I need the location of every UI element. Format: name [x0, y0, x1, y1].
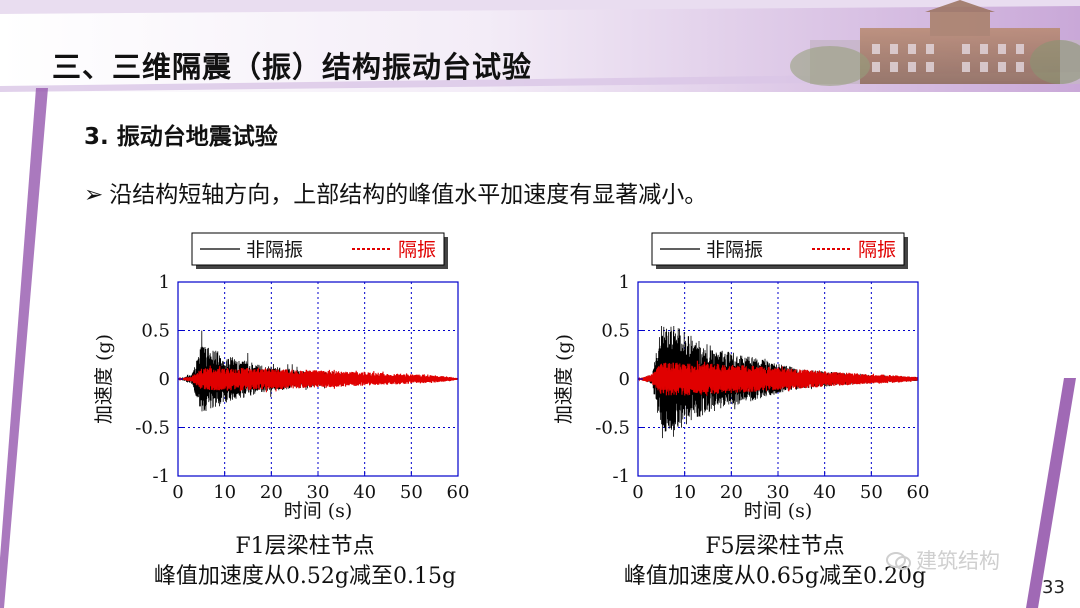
y-tick-label: -1	[612, 466, 630, 487]
chart-legend: 非隔振 隔振	[651, 232, 908, 269]
x-tick-label: 30	[307, 482, 330, 503]
y-tick-label: -0.5	[135, 418, 170, 439]
x-tick-label: 0	[632, 482, 643, 503]
y-tick-label: 0	[159, 369, 170, 390]
caption-f1-line2: 峰值加速度从0.52g减至0.15g	[153, 564, 457, 589]
x-axis-label: 时间 (s)	[744, 500, 813, 522]
bullet-point: ➢ 沿结构短轴方向，上部结构的峰值水平加速度有显著减小。	[84, 175, 707, 209]
x-tick-label: 40	[353, 482, 376, 503]
x-tick-label: 50	[400, 482, 423, 503]
arrow-bullet-icon: ➢	[84, 182, 104, 208]
banner-graphic	[0, 0, 1080, 92]
x-tick-label: 60	[447, 482, 470, 503]
page-number: 33	[1042, 577, 1065, 598]
right-accent-stripe	[1026, 378, 1076, 608]
x-tick-label: 60	[907, 482, 930, 503]
y-axis-label: 加速度 (g)	[93, 334, 115, 424]
y-tick-label: 1	[619, 272, 630, 293]
y-axis-label: 加速度 (g)	[553, 334, 575, 424]
y-tick-label: 0	[619, 369, 630, 390]
wechat-icon	[886, 551, 912, 571]
watermark-text: 建筑结构	[916, 549, 1000, 573]
x-tick-label: 10	[673, 482, 696, 503]
legend-label-series2: 隔振	[398, 239, 436, 261]
x-tick-label: 20	[260, 482, 283, 503]
series-line-isolated	[177, 365, 459, 393]
chart-legend: 非隔振 隔振	[191, 232, 448, 269]
bullet-text: 沿结构短轴方向，上部结构的峰值水平加速度有显著减小。	[109, 182, 708, 208]
left-accent-stripe	[0, 88, 48, 608]
y-tick-label: 0.5	[601, 321, 630, 342]
x-tick-label: 30	[767, 482, 790, 503]
x-axis-label: 时间 (s)	[284, 500, 353, 522]
y-tick-label: 0.5	[141, 321, 170, 342]
page-title: 三、三维隔震（振）结构振动台试验	[52, 50, 533, 84]
caption-f5-line2: 峰值加速度从0.65g减至0.20g	[623, 564, 927, 589]
y-tick-label: 1	[159, 272, 170, 293]
x-tick-label: 20	[720, 482, 743, 503]
campus-building-image	[790, 0, 1080, 86]
x-tick-label: 10	[213, 482, 236, 503]
caption-f5-line1: F5层梁柱节点	[705, 534, 845, 559]
y-tick-label: -0.5	[595, 418, 630, 439]
watermark: 建筑结构	[886, 545, 1000, 575]
chart-f5: 非隔振 隔振 0 10 20 30 40 50 60 -1 -0.5 0 0.5 1 时间 (s) 加速度 (…	[550, 226, 950, 522]
x-tick-label: 40	[813, 482, 836, 503]
legend-label-series1: 非隔振	[706, 239, 763, 261]
y-tick-label: -1	[152, 466, 170, 487]
chart-f1: 非隔振 隔振 0 10 20 30 40 50 60 -1 -0.5 0 0.5 1 时间 (s) 加速度 (…	[90, 226, 490, 522]
legend-label-series2: 隔振	[858, 239, 896, 261]
caption-f1-line1: F1层梁柱节点	[235, 534, 375, 559]
legend-label-series1: 非隔振	[246, 239, 303, 261]
x-tick-label: 50	[860, 482, 883, 503]
x-tick-label: 0	[172, 482, 183, 503]
section-subtitle: 3. 振动台地震试验	[84, 124, 278, 150]
header-banner	[0, 0, 1080, 92]
caption-f1: F1层梁柱节点 峰值加速度从0.52g减至0.15g	[100, 532, 510, 592]
caption-f5: F5层梁柱节点 峰值加速度从0.65g减至0.20g	[570, 532, 980, 592]
